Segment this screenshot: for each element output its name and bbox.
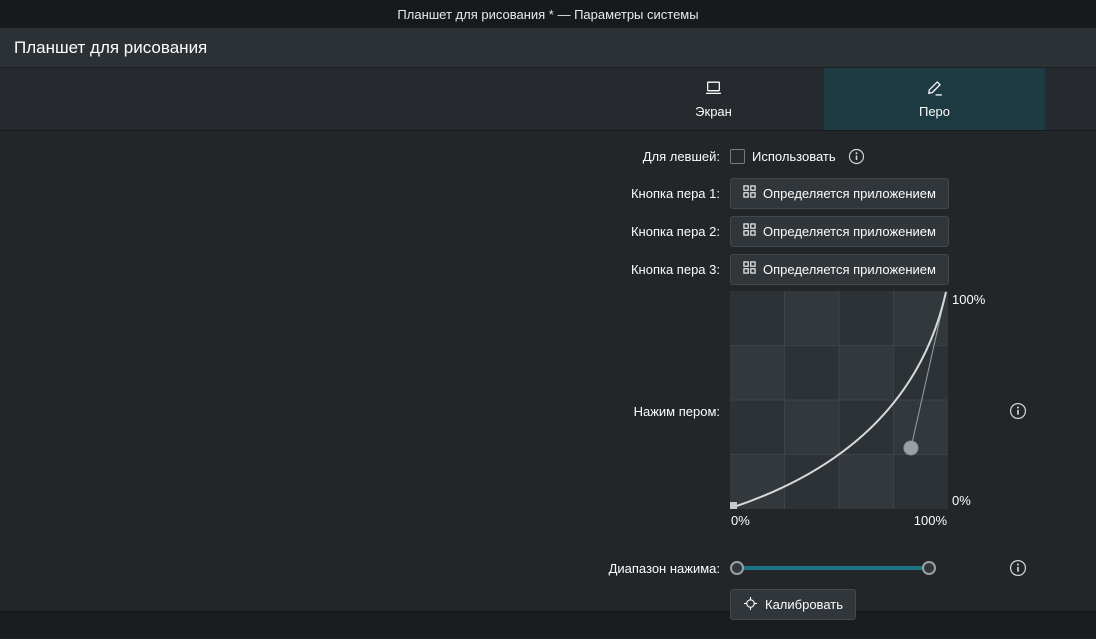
pen-button-1[interactable]: Определяется приложением [730, 177, 949, 209]
range-slider-handle-low[interactable] [730, 561, 744, 575]
tab-pen[interactable]: Перо [824, 68, 1045, 130]
footer [0, 611, 1096, 638]
tab-screen-label: Экран [695, 104, 732, 119]
curve-path [730, 291, 947, 509]
curve-control-point[interactable] [903, 440, 919, 456]
screen-icon [705, 79, 722, 99]
tab-screen[interactable]: Экран [603, 68, 824, 130]
pressure-range-info-icon[interactable] [1009, 559, 1027, 577]
left-handed-row: Для левшей: Использовать [0, 143, 1096, 169]
pen-button-1-row: Кнопка пера 1: Определяется приложением [0, 177, 1096, 209]
curve-x-max-label: 100% [913, 513, 947, 528]
calibrate-button-label: Калибровать [765, 597, 843, 612]
curve-y-min-label: 0% [952, 493, 971, 508]
pen-button-1-label: Кнопка пера 1: [630, 185, 720, 201]
pressure-curve-info-icon[interactable] [1009, 402, 1027, 420]
pen-settings-panel: Для левшей: Использовать Кнопка пера 1: [0, 131, 1096, 620]
window-title: Планшет для рисования * — Параметры сист… [397, 6, 699, 22]
pressure-range-label: Диапазон нажима: [608, 560, 720, 576]
crosshair-icon [743, 596, 758, 614]
pressure-range-slider[interactable] [730, 560, 936, 576]
left-handed-checkbox[interactable] [730, 148, 745, 164]
left-handed-label: Для левшей: [642, 148, 720, 164]
range-slider-handle-high[interactable] [922, 561, 936, 575]
range-slider-fill [737, 566, 929, 570]
curve-x-min-label: 0% [731, 513, 750, 528]
pen-button-2-label: Кнопка пера 2: [630, 223, 720, 239]
titlebar[interactable]: Планшет для рисования * — Параметры сист… [0, 0, 1096, 28]
pen-button-2-row: Кнопка пера 2: Определяется приложением [0, 215, 1096, 247]
app-grid-icon [743, 261, 756, 277]
curve-y-max-label: 100% [952, 292, 986, 307]
pressure-curve-svg [730, 291, 948, 509]
pen-button-2[interactable]: Определяется приложением [730, 215, 949, 247]
curve-handle-line [910, 291, 947, 449]
pressure-curve-label: Нажим пером: [633, 403, 720, 419]
pen-button-3-row: Кнопка пера 3: Определяется приложением [0, 253, 1096, 285]
tab-bar: Экран Перо [0, 68, 1096, 131]
pressure-curve-editor[interactable]: 100% 0% 0% 100% [730, 291, 985, 528]
curve-start-marker[interactable] [730, 502, 737, 509]
page-title: Планшет для рисования [14, 37, 208, 57]
pressure-range-row: Диапазон нажима: [0, 555, 1096, 581]
pen-icon [926, 79, 943, 99]
left-handed-checkbox-label[interactable]: Использовать [752, 148, 836, 164]
app-grid-icon [743, 185, 756, 201]
pen-button-2-value: Определяется приложением [763, 223, 936, 239]
pressure-curve-row: Нажим пером: 100% 0% 0% 100% [0, 291, 1096, 531]
curve-grid [730, 291, 948, 509]
calibrate-button[interactable]: Калибровать [730, 589, 856, 620]
left-handed-info-icon[interactable] [848, 148, 865, 165]
app-grid-icon [743, 223, 756, 239]
calibrate-row: Калибровать [0, 589, 1096, 620]
pen-button-3-label: Кнопка пера 3: [630, 261, 720, 277]
tab-pen-label: Перо [918, 104, 951, 119]
page-header: Планшет для рисования [0, 28, 1096, 68]
pen-button-1-value: Определяется приложением [763, 185, 936, 201]
pen-button-3-value: Определяется приложением [763, 261, 936, 277]
pen-button-3[interactable]: Определяется приложением [730, 253, 949, 285]
